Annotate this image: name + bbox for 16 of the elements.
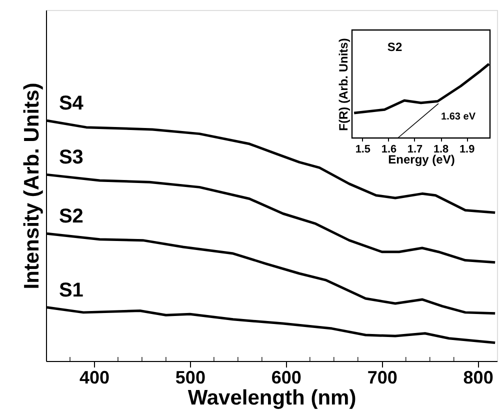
series-label: S2	[58, 206, 84, 228]
x-tick-label: 500	[175, 368, 206, 388]
x-tick-label: 800	[463, 368, 494, 388]
x-tick-label: 400	[79, 368, 110, 388]
annotation: 1.63 eV	[441, 111, 476, 122]
series-label: S4	[58, 92, 84, 115]
x-tick-label: 1.5	[355, 144, 370, 156]
chart-title: S2	[387, 40, 402, 54]
y-axis-title: Intensity (Arb. Units)	[20, 82, 44, 290]
series-label: S1	[58, 279, 84, 302]
x-tick-label: 600	[271, 368, 302, 388]
series-label: S3	[58, 146, 84, 169]
x-tick-label: 700	[367, 368, 398, 388]
x-tick-label: 1.9	[459, 144, 475, 156]
y-axis-title: F(R) (Arb. Units)	[336, 38, 350, 131]
x-axis-title: Wavelength (nm)	[188, 386, 356, 410]
